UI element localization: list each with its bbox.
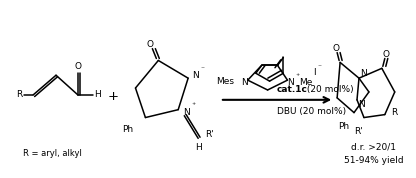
Text: DBU (20 mol%): DBU (20 mol%)	[277, 107, 346, 116]
Text: R': R'	[354, 127, 363, 136]
Text: O: O	[333, 44, 339, 53]
Text: R: R	[16, 90, 22, 99]
Text: H: H	[94, 90, 101, 99]
Text: N: N	[287, 78, 294, 87]
Text: O: O	[74, 62, 82, 71]
Text: ⁻: ⁻	[200, 65, 204, 74]
Text: d.r. >20/1: d.r. >20/1	[352, 143, 396, 152]
Text: Mes: Mes	[216, 77, 234, 86]
Text: N: N	[359, 100, 365, 109]
Text: cat.1c: cat.1c	[277, 85, 307, 95]
Text: (20 mol%): (20 mol%)	[305, 85, 354, 95]
Text: N: N	[183, 108, 190, 117]
Text: N: N	[241, 78, 248, 87]
Text: R': R'	[206, 130, 214, 139]
Text: R = aryl, alkyl: R = aryl, alkyl	[23, 150, 82, 158]
Text: ⁺: ⁺	[191, 101, 195, 110]
Text: I: I	[313, 68, 316, 77]
Text: H: H	[195, 143, 201, 152]
Text: O: O	[382, 50, 389, 59]
Text: 51-94% yield: 51-94% yield	[344, 156, 404, 165]
Text: O: O	[147, 40, 154, 49]
Text: N: N	[361, 69, 367, 78]
Text: Ph: Ph	[122, 125, 133, 134]
Text: Ph: Ph	[339, 122, 349, 131]
Text: N: N	[192, 71, 198, 80]
Text: ⁺: ⁺	[295, 72, 300, 81]
Text: ⁻: ⁻	[317, 62, 321, 71]
Text: Me: Me	[299, 78, 312, 87]
Text: R: R	[391, 108, 398, 117]
Text: +: +	[107, 90, 118, 103]
